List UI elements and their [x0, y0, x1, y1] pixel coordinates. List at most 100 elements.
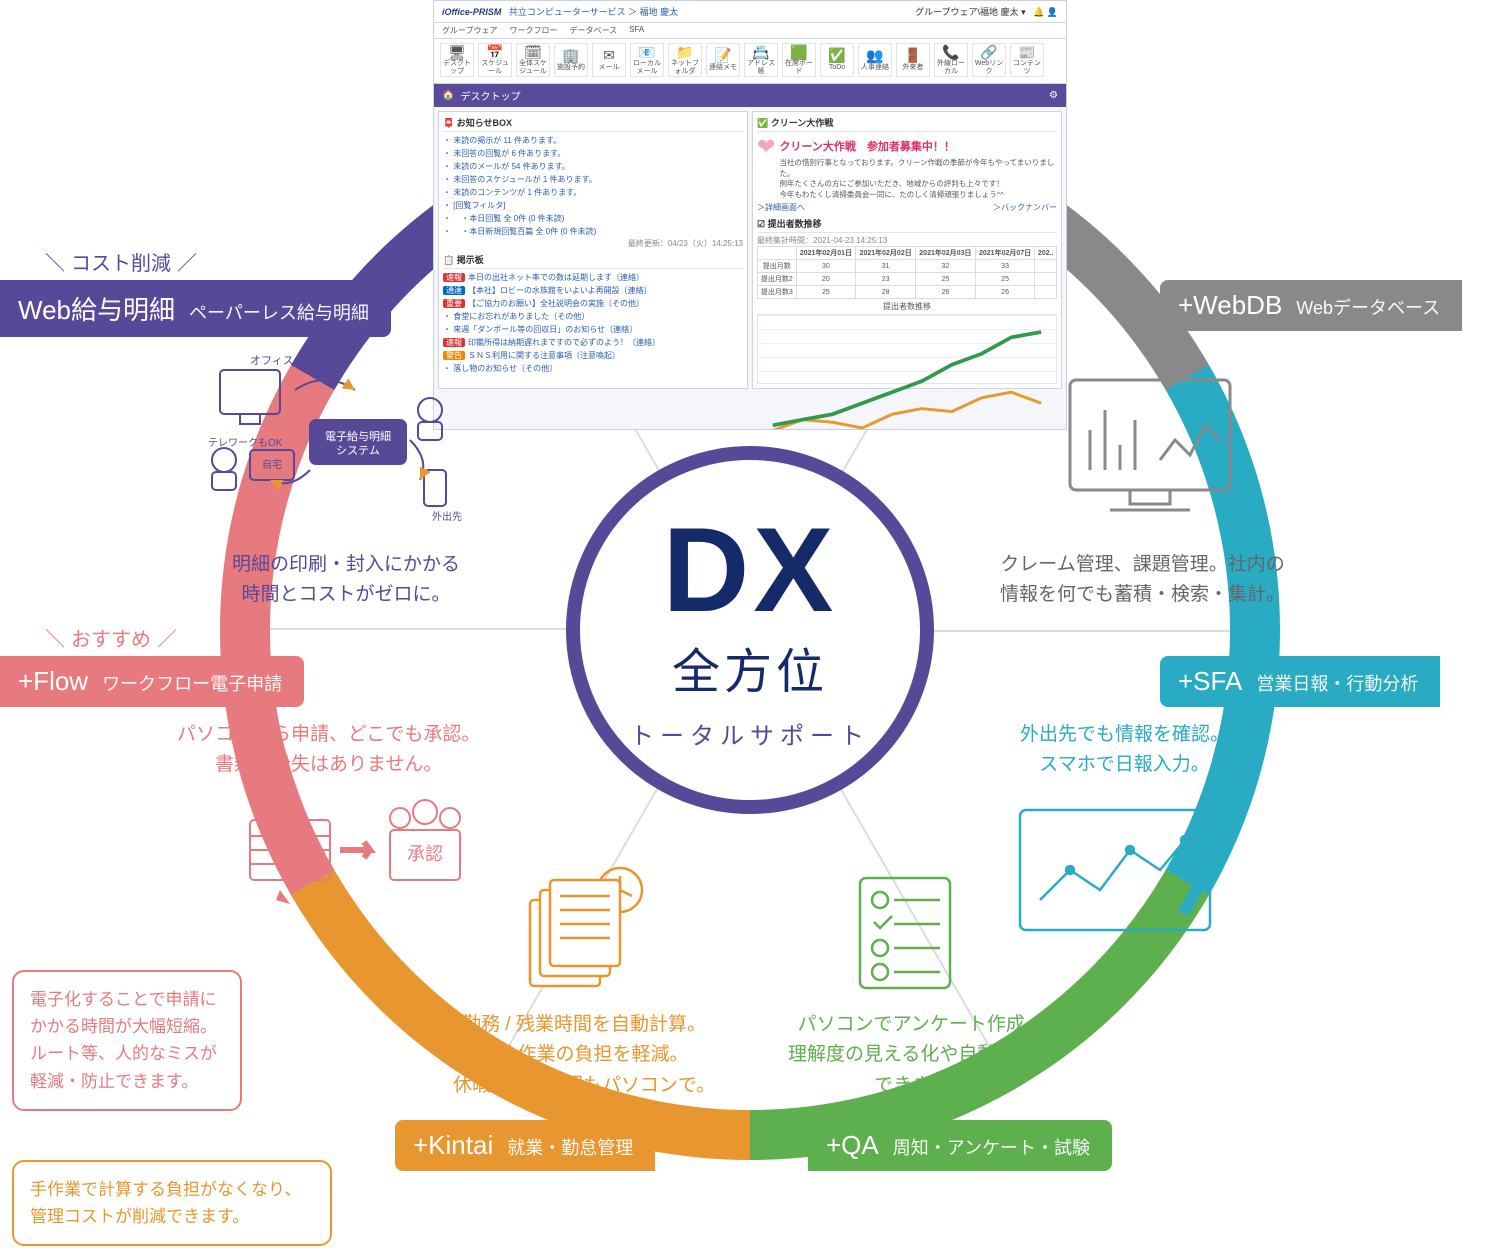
- stats-table: 2021年02月01日2021年02月02日2021年02月03日2021年02…: [757, 246, 1057, 299]
- toolbar-icon[interactable]: 📝連絡メモ: [706, 43, 740, 77]
- desc-sfa: 外出先でも情報を確認。スマホで日報入力。: [1020, 720, 1229, 781]
- campaign-body: 当社の惜別行事となっております。クリーン作戦の季節が今年もやってまいりました。 …: [779, 158, 1057, 200]
- bulletin-item[interactable]: 重要【ご協力のお願い】全社説明会の実施〔その他〕: [443, 297, 743, 310]
- notice-item[interactable]: ・ 未回答の回覧が 6 件あります。: [443, 147, 743, 160]
- notice-item[interactable]: ・ 未読のコンテンツが 1 件あります。: [443, 186, 743, 199]
- org-dropdown[interactable]: グループウェア\福地 慶太: [915, 7, 1018, 17]
- banner-sfa-title: +SFA: [1178, 666, 1242, 697]
- toolbar-icon[interactable]: 📰コンテンツ: [1010, 43, 1044, 77]
- illus-flow: 承認: [240, 790, 480, 940]
- menu-item[interactable]: データベース: [570, 25, 618, 36]
- svg-text:電子給与明細: 電子給与明細: [325, 429, 391, 443]
- illus-webdb: [1050, 360, 1250, 530]
- toolbar-icon[interactable]: 📁ネットフォルダ: [668, 43, 702, 77]
- tag-cost: コスト削減: [45, 247, 197, 276]
- bulletin-item[interactable]: 速報印鑑所得は納期遅れまですので必ずのよう！〔連絡〕: [443, 336, 743, 349]
- illus-qa: [830, 860, 980, 1000]
- bulletin-item[interactable]: ・ 落し物のお知らせ〔その他〕: [443, 362, 743, 375]
- notice-item[interactable]: ・ ・本日回覧 全 0件 (0 件未読): [443, 212, 743, 225]
- toolbar-icon[interactable]: 🔗Webリンク: [972, 43, 1006, 77]
- campaign-headline: クリーン大作戦 参加者募集中！！: [779, 134, 1057, 158]
- notice-item[interactable]: ・ 未読のメールが 54 件あります。: [443, 160, 743, 173]
- toolbar-icon[interactable]: 📇アドレス帳: [744, 43, 778, 77]
- campaign-panel: ✅ クリーン大作戦 ❤ クリーン大作戦 参加者募集中！！ 当社の惜別行事となって…: [752, 111, 1062, 389]
- desktop-title: デスクトップ: [460, 88, 520, 103]
- banner-sfa[interactable]: +SFA 営業日報・行動分析: [1160, 656, 1440, 707]
- gear-icon[interactable]: ⚙: [1049, 90, 1058, 101]
- menu-item[interactable]: SFA: [629, 25, 644, 36]
- campaign-link-back[interactable]: ＞バックナンバー: [993, 202, 1057, 213]
- toolbar-icon[interactable]: 📅スケジュール: [478, 43, 512, 77]
- banner-webdb[interactable]: +WebDB Webデータベース: [1160, 280, 1462, 331]
- campaign-link-detail[interactable]: ＞詳細画面へ: [757, 202, 805, 213]
- breadcrumb: 共立コンピューターサービス ＞ 福地 慶太: [509, 7, 678, 17]
- home-icon: 🏠: [442, 90, 454, 101]
- stats-title: 提出者数推移: [768, 219, 822, 229]
- toolbar-icon[interactable]: 🖥デスクトップ: [440, 43, 474, 77]
- hub-line1: DX: [663, 510, 838, 630]
- toolbar-icon[interactable]: 🟩在席ボード: [782, 43, 816, 77]
- bulletin-item[interactable]: ・ 来週「ダンボール等の回収日」のお知らせ〔連絡〕: [443, 323, 743, 336]
- notice-item[interactable]: ・ ・本日新規回覧百篇 全 0件 (0 件未読): [443, 225, 743, 238]
- bulletin-item[interactable]: 警告ＳＮＳ利用に関する注意事項〔注意喚起〕: [443, 349, 743, 362]
- banner-web-pay-title: Web給与明細: [18, 290, 175, 327]
- svg-text:テレワークもOK: テレワークもOK: [208, 437, 283, 449]
- svg-text:承認: 承認: [407, 844, 443, 864]
- menu-item[interactable]: グループウェア: [442, 25, 498, 36]
- svg-text:外出先: 外出先: [432, 510, 462, 523]
- menu-item[interactable]: ワークフロー: [510, 25, 558, 36]
- tag-recommend: おすすめ: [45, 623, 177, 652]
- stats-chart: [757, 314, 1057, 384]
- chart-title: 提出者数推移: [757, 301, 1057, 312]
- desktop-titlebar: 🏠 デスクトップ ⚙: [434, 84, 1066, 107]
- toolbar-icon[interactable]: 🗓全体スケジュール: [516, 43, 550, 77]
- illus-sfa: [1010, 800, 1220, 940]
- desc-web-pay: 明細の印刷・封入にかかる時間とコストがゼロに。: [232, 550, 460, 611]
- toolbar-icon[interactable]: 📧ローカルメール: [630, 43, 664, 77]
- hub-line3: トータルサポート: [630, 716, 870, 751]
- banner-webdb-title: +WebDB: [1178, 290, 1282, 321]
- bulletin-item[interactable]: 通達【本社】ロビーの水族館をいよいよ再開設〔連絡〕: [443, 284, 743, 297]
- banner-flow[interactable]: +Flow ワークフロー電子申請: [0, 656, 304, 707]
- callout-flow: 電子化することで申請にかかる時間が大幅短縮。ルート等、人的なミスが軽減・防止でき…: [12, 970, 242, 1111]
- hub-line2: 全方位: [672, 632, 828, 702]
- banner-web-pay[interactable]: Web給与明細 ペーパーレス給与明細: [0, 280, 391, 337]
- heart-icon: ❤: [757, 134, 775, 200]
- banner-qa-sub: 周知・アンケート・試験: [893, 1134, 1090, 1160]
- center-hub: DX 全方位 トータルサポート: [566, 446, 934, 814]
- bulletin-item[interactable]: 速報本日の出社ネット率での数は延期します〔連絡〕: [443, 271, 743, 284]
- notice-box-panel: 📮 お知らせBOX ・ 未読の掲示が 11 件あります。・ 未回答の回覧が 6 …: [438, 111, 748, 389]
- banner-qa[interactable]: +QA 周知・アンケート・試験: [808, 1120, 1112, 1171]
- toolbar-icon[interactable]: 📞外線ローカル: [934, 43, 968, 77]
- svg-text:自宅: 自宅: [262, 458, 282, 471]
- banner-flow-title: +Flow: [18, 666, 88, 697]
- product-screenshot: iOffice-PRISM 共立コンピューターサービス ＞ 福地 慶太 グループ…: [433, 0, 1067, 430]
- notice-item[interactable]: ・ [回覧フィルタ]: [443, 199, 743, 212]
- notice-box-title: お知らせBOX: [457, 118, 512, 128]
- toolbar-icon[interactable]: 👥人事連絡: [858, 43, 892, 77]
- toolbar-icon[interactable]: ✉メール: [592, 43, 626, 77]
- desc-kintai: 勤務 / 残業時間を自動計算。締め作業の負担を軽減。休暇申請 / 承認もパソコン…: [453, 1010, 715, 1101]
- notice-item[interactable]: ・ 未読の掲示が 11 件あります。: [443, 134, 743, 147]
- banner-qa-title: +QA: [826, 1130, 879, 1161]
- tag-cost-label: コスト削減: [71, 247, 171, 276]
- svg-text:システム: システム: [336, 444, 380, 457]
- bulletin-item[interactable]: ・ 食堂にお忘れがありました〔その他〕: [443, 310, 743, 323]
- toolbar-icon[interactable]: 🚪外来者: [896, 43, 930, 77]
- toolbar: 🖥デスクトップ📅スケジュール🗓全体スケジュール🏢施設予約✉メール📧ローカルメール…: [434, 39, 1066, 84]
- banner-web-pay-sub: ペーパーレス給与明細: [189, 299, 369, 325]
- toolbar-icon[interactable]: ✅ToDo: [820, 43, 854, 77]
- tag-recommend-label: おすすめ: [71, 623, 151, 652]
- banner-kintai[interactable]: +Kintai 就業・勤怠管理: [395, 1120, 655, 1171]
- desc-flow: パソコンから申請、どこでも承認。書類の紛失はありません。: [177, 720, 480, 781]
- menubar: グループウェア ワークフロー データベース SFA: [434, 23, 1066, 39]
- stats-updated: 最終集計時間：2021-04-23 14:25:13: [757, 235, 1057, 246]
- notice-item[interactable]: ・ 未回答のスケジュールが 1 件あります。: [443, 173, 743, 186]
- toolbar-icon[interactable]: 🏢施設予約: [554, 43, 588, 77]
- banner-sfa-sub: 営業日報・行動分析: [1256, 670, 1418, 696]
- illus-web-pay: 自宅 電子給与明細 システム オフィス テレワークもOK 外出先: [200, 350, 460, 540]
- campaign-title: クリーン大作戦: [771, 118, 834, 128]
- svg-text:オフィス: オフィス: [250, 354, 294, 367]
- banner-kintai-sub: 就業・勤怠管理: [507, 1134, 633, 1160]
- notice-updated: 最終更新：04/23（火）14:25:13: [443, 238, 743, 249]
